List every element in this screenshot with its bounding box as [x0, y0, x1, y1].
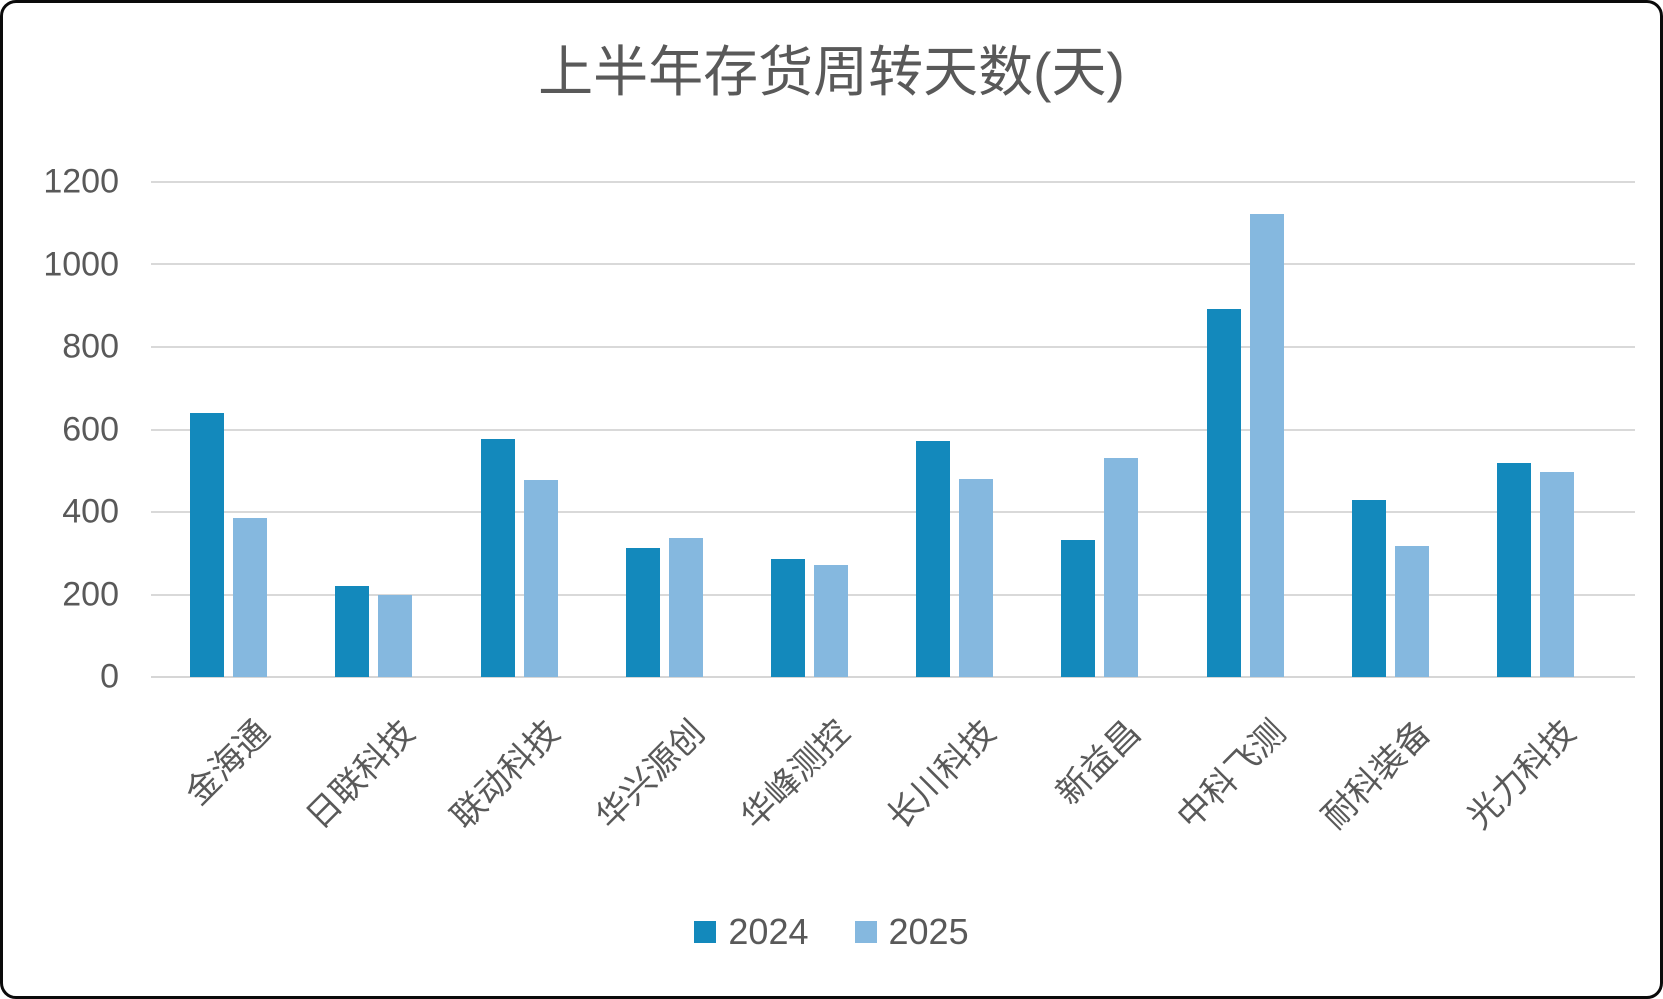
y-tick-label-400: 400: [62, 492, 119, 531]
bar-group-9: [1318, 182, 1463, 677]
bar-group-6: [882, 182, 1027, 677]
x-label-华兴源创: 华兴源创: [589, 713, 713, 837]
legend: 2024 2025: [3, 911, 1660, 953]
x-label-耐科装备: 耐科装备: [1315, 713, 1439, 837]
bar-2025-光力科技: [1539, 471, 1574, 677]
y-tick-label-200: 200: [62, 575, 119, 613]
bar-2025-耐科装备: [1394, 546, 1429, 677]
bar-2025-金海通: [233, 518, 268, 677]
legend-entry-2024: 2024: [694, 911, 809, 953]
bar-2024-联动科技: [480, 438, 515, 677]
x-label-光力科技: 光力科技: [1460, 713, 1584, 837]
bar-2025-华峰测控: [813, 565, 848, 677]
gridline-1200: [151, 181, 1635, 183]
bar-2025-华兴源创: [668, 538, 703, 677]
bar-2025-中科飞测: [1249, 213, 1284, 677]
legend-swatch-2025: [854, 921, 877, 943]
plot-area: [156, 182, 1608, 677]
legend-entry-2025: 2025: [854, 911, 969, 953]
bar-2024-华峰测控: [770, 558, 805, 677]
legend-label-2025: 2025: [888, 911, 969, 952]
y-tick-label-1200: 1200: [43, 162, 119, 201]
y-tick-label-1000: 1000: [43, 245, 119, 283]
bar-2024-华兴源创: [625, 547, 660, 677]
bar-2024-光力科技: [1496, 463, 1531, 677]
bar-2024-耐科装备: [1351, 500, 1386, 677]
gridline-1000: [151, 263, 1635, 266]
x-label-日联科技: 日联科技: [299, 713, 423, 837]
bar-2024-日联科技: [335, 586, 370, 677]
x-axis-category-labels: 金海通 日联科技 联动科技 华兴源创 华峰测控 长川科技 新益昌 中科飞测 耐科装备 光力科技: [156, 677, 1608, 877]
x-label-中科飞测: 中科飞测: [1170, 713, 1294, 837]
bar-2024-长川科技: [916, 441, 951, 677]
y-tick-label-600: 600: [62, 410, 119, 448]
gridline-400: [151, 510, 1635, 513]
bar-2025-联动科技: [523, 480, 558, 677]
x-label-长川科技: 长川科技: [879, 713, 1003, 837]
bar-2024-新益昌: [1061, 539, 1096, 677]
bar-group-4: [592, 182, 737, 677]
gridlines: [151, 181, 1635, 678]
bar-group-3: [446, 182, 591, 677]
bar-2024-中科飞测: [1206, 308, 1241, 677]
bar-group-5: [737, 182, 882, 677]
bar-2025-新益昌: [1104, 458, 1139, 677]
gridline-600: [151, 428, 1635, 431]
x-label-华峰测控: 华峰测控: [734, 713, 858, 837]
y-axis-tick-labels: 0 200 400 600 800 1000 1200: [3, 163, 119, 696]
bar-2024-金海通: [190, 413, 225, 677]
gridline-0: [151, 676, 1635, 678]
x-label-新益昌: 新益昌: [1049, 713, 1149, 813]
bar-2025-日联科技: [378, 594, 413, 677]
gridline-800: [151, 345, 1635, 348]
legend-swatch-2024: [694, 921, 717, 943]
bar-group-8: [1172, 182, 1317, 677]
bar-group-2: [301, 182, 446, 677]
gridline-200: [151, 593, 1635, 596]
bar-2025-长川科技: [959, 479, 994, 677]
x-label-联动科技: 联动科技: [444, 713, 568, 837]
chart-title: 上半年存货周转天数(天): [538, 41, 1125, 103]
bar-group-10: [1463, 182, 1608, 677]
y-tick-label-800: 800: [62, 327, 119, 366]
x-label-金海通: 金海通: [177, 713, 277, 813]
legend-label-2024: 2024: [728, 911, 809, 952]
bar-group-1: [156, 182, 301, 677]
y-tick-label-0: 0: [100, 657, 119, 696]
bar-group-7: [1027, 182, 1172, 677]
